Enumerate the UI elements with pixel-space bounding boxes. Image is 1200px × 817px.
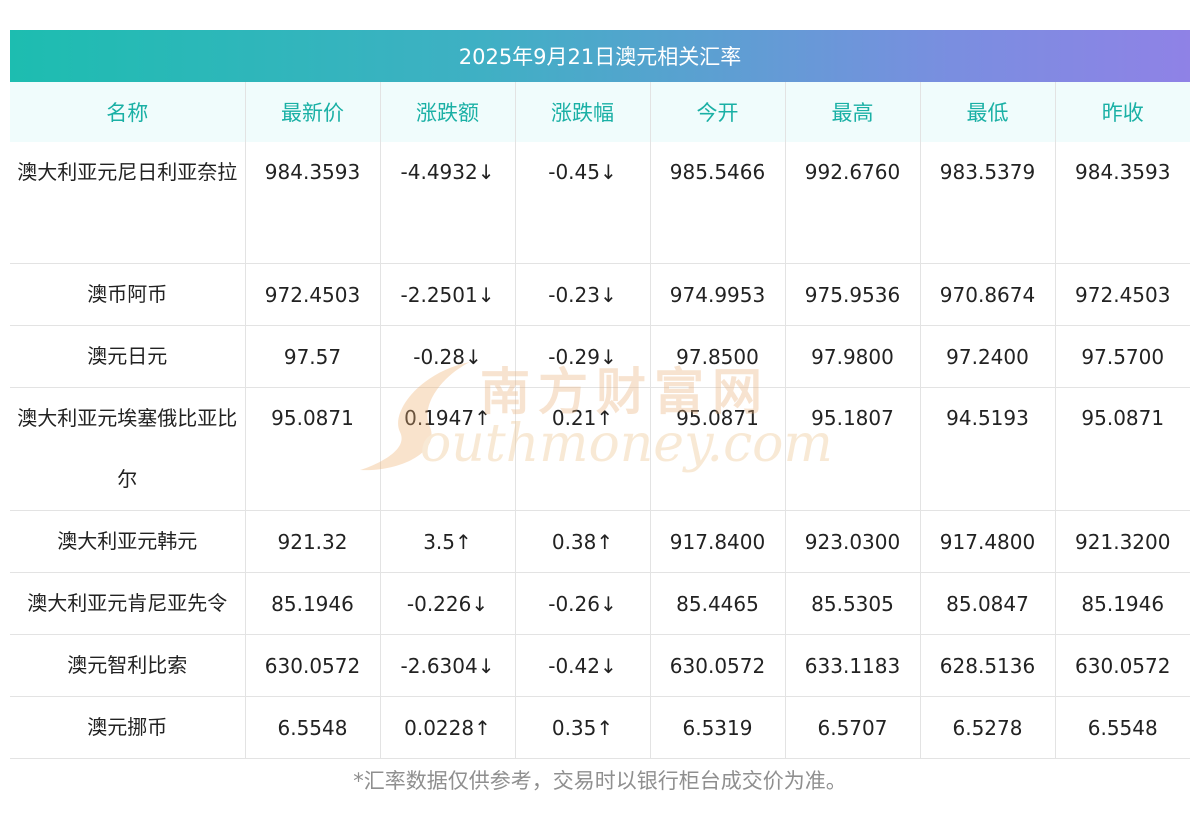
header-low: 最低 (920, 82, 1056, 142)
prev-close: 921.3200 (1055, 510, 1190, 573)
low-price: 6.5278 (920, 696, 1056, 759)
high-price: 97.9800 (785, 325, 921, 388)
change-percent: 0.35↑ (515, 696, 651, 759)
table-row: 澳元挪币 6.5548 0.0228↑ 0.35↑ 6.5319 6.5707 … (10, 696, 1190, 759)
change-percent: -0.26↓ (515, 572, 651, 635)
prev-close: 6.5548 (1055, 696, 1190, 759)
header-latest: 最新价 (245, 82, 381, 142)
open-price: 985.5466 (650, 142, 786, 264)
low-price: 97.2400 (920, 325, 1056, 388)
table-row: 澳大利亚元韩元 921.32 3.5↑ 0.38↑ 917.8400 923.0… (10, 510, 1190, 573)
high-price: 85.5305 (785, 572, 921, 635)
change-amount: -4.4932↓ (380, 142, 516, 264)
header-name: 名称 (10, 82, 246, 142)
open-price: 630.0572 (650, 634, 786, 697)
change-percent: -0.42↓ (515, 634, 651, 697)
table-header-row: 名称 最新价 涨跌额 涨跌幅 今开 最高 最低 昨收 (10, 82, 1190, 142)
table-row: 澳大利亚元埃塞俄比亚比尔 95.0871 0.1947↑ 0.21↑ 95.08… (10, 387, 1190, 511)
latest-price: 85.1946 (245, 572, 381, 635)
high-price: 923.0300 (785, 510, 921, 573)
change-amount: -2.6304↓ (380, 634, 516, 697)
change-amount: -0.28↓ (380, 325, 516, 388)
currency-name: 澳元智利比索 (10, 634, 246, 697)
change-percent: 0.21↑ (515, 387, 651, 511)
change-percent: -0.23↓ (515, 263, 651, 326)
high-price: 992.6760 (785, 142, 921, 264)
latest-price: 921.32 (245, 510, 381, 573)
prev-close: 85.1946 (1055, 572, 1190, 635)
header-change: 涨跌额 (380, 82, 516, 142)
open-price: 85.4465 (650, 572, 786, 635)
open-price: 97.8500 (650, 325, 786, 388)
header-open: 今开 (650, 82, 786, 142)
open-price: 6.5319 (650, 696, 786, 759)
low-price: 628.5136 (920, 634, 1056, 697)
table-row: 澳元日元 97.57 -0.28↓ -0.29↓ 97.8500 97.9800… (10, 325, 1190, 388)
low-price: 94.5193 (920, 387, 1056, 511)
change-amount: 0.1947↑ (380, 387, 516, 511)
header-high: 最高 (785, 82, 921, 142)
low-price: 970.8674 (920, 263, 1056, 326)
open-price: 95.0871 (650, 387, 786, 511)
high-price: 633.1183 (785, 634, 921, 697)
high-price: 95.1807 (785, 387, 921, 511)
change-amount: 0.0228↑ (380, 696, 516, 759)
prev-close: 630.0572 (1055, 634, 1190, 697)
high-price: 6.5707 (785, 696, 921, 759)
latest-price: 972.4503 (245, 263, 381, 326)
change-percent: 0.38↑ (515, 510, 651, 573)
latest-price: 97.57 (245, 325, 381, 388)
prev-close: 972.4503 (1055, 263, 1190, 326)
currency-name: 澳大利亚元肯尼亚先令 (10, 572, 246, 635)
currency-name: 澳大利亚元埃塞俄比亚比尔 (10, 387, 246, 511)
change-amount: -2.2501↓ (380, 263, 516, 326)
change-percent: -0.29↓ (515, 325, 651, 388)
currency-name: 澳币阿币 (10, 263, 246, 326)
prev-close: 95.0871 (1055, 387, 1190, 511)
open-price: 917.8400 (650, 510, 786, 573)
currency-name: 澳元日元 (10, 325, 246, 388)
prev-close: 984.3593 (1055, 142, 1190, 264)
latest-price: 95.0871 (245, 387, 381, 511)
table-row: 澳元智利比索 630.0572 -2.6304↓ -0.42↓ 630.0572… (10, 634, 1190, 697)
currency-name: 澳大利亚元尼日利亚奈拉 (10, 142, 246, 264)
table-row: 澳币阿币 972.4503 -2.2501↓ -0.23↓ 974.9953 9… (10, 263, 1190, 326)
change-percent: -0.45↓ (515, 142, 651, 264)
high-price: 975.9536 (785, 263, 921, 326)
latest-price: 630.0572 (245, 634, 381, 697)
table-row: 澳大利亚元肯尼亚先令 85.1946 -0.226↓ -0.26↓ 85.446… (10, 572, 1190, 635)
low-price: 85.0847 (920, 572, 1056, 635)
disclaimer-note: *汇率数据仅供参考，交易时以银行柜台成交价为准。 (353, 769, 847, 793)
header-prev-close: 昨收 (1055, 82, 1190, 142)
latest-price: 6.5548 (245, 696, 381, 759)
change-amount: -0.226↓ (380, 572, 516, 635)
open-price: 974.9953 (650, 263, 786, 326)
prev-close: 97.5700 (1055, 325, 1190, 388)
currency-name: 澳元挪币 (10, 696, 246, 759)
change-amount: 3.5↑ (380, 510, 516, 573)
table-row: 澳大利亚元尼日利亚奈拉 984.3593 -4.4932↓ -0.45↓ 985… (10, 142, 1190, 264)
exchange-rate-table: 名称 最新价 涨跌额 涨跌幅 今开 最高 最低 昨收 澳大利亚元尼日利亚奈拉 9… (10, 82, 1190, 759)
table-title: 2025年9月21日澳元相关汇率 (10, 30, 1190, 82)
currency-name: 澳大利亚元韩元 (10, 510, 246, 573)
latest-price: 984.3593 (245, 142, 381, 264)
low-price: 917.4800 (920, 510, 1056, 573)
low-price: 983.5379 (920, 142, 1056, 264)
header-change-pct: 涨跌幅 (515, 82, 651, 142)
